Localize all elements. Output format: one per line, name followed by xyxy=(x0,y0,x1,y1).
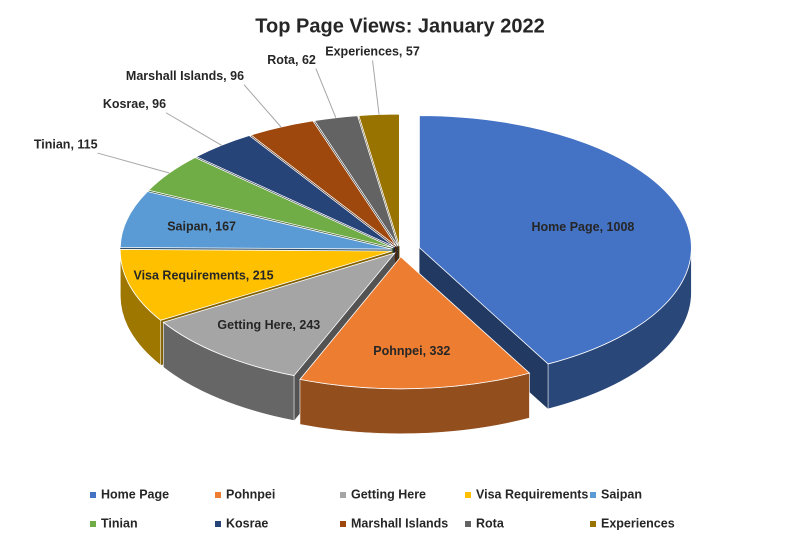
legend-swatch xyxy=(465,521,471,527)
pie-slice xyxy=(162,252,396,377)
legend-swatch xyxy=(340,492,346,498)
data-label: Visa Requirements, 215 xyxy=(133,269,273,283)
legend-swatch xyxy=(215,521,221,527)
leader-line xyxy=(315,68,337,118)
legend-swatch xyxy=(465,492,471,498)
legend-swatch xyxy=(90,521,96,527)
data-label: Kosrae, 96 xyxy=(103,97,166,111)
legend-label: Marshall Islands xyxy=(351,516,448,530)
leader-line xyxy=(243,84,282,128)
leader-line xyxy=(165,112,222,146)
slice-group xyxy=(299,256,531,435)
data-label: Getting Here, 243 xyxy=(217,318,320,332)
legend-swatch xyxy=(90,492,96,498)
pie-slice xyxy=(119,248,393,321)
data-label: Pohnpei, 332 xyxy=(373,344,450,358)
pie-slice xyxy=(250,120,397,247)
data-label: Saipan, 167 xyxy=(167,220,236,234)
legend-swatch xyxy=(215,492,221,498)
legend-label: Visa Requirements xyxy=(476,487,588,501)
data-label: Experiences, 57 xyxy=(325,45,420,59)
pie-slice xyxy=(119,191,393,250)
legend-label: Pohnpei xyxy=(226,487,275,501)
pie-slice xyxy=(358,113,400,247)
legend-label: Home Page xyxy=(101,487,169,501)
legend-label: Getting Here xyxy=(351,487,426,501)
pie-slice xyxy=(147,157,394,249)
legend-label: Saipan xyxy=(601,487,642,501)
chart-title: Top Page Views: January 2022 xyxy=(255,15,544,37)
legend-label: Kosrae xyxy=(226,516,268,530)
pie-slice xyxy=(195,135,396,248)
legend-label: Tinian xyxy=(101,516,138,530)
legend-swatch xyxy=(590,521,596,527)
pie-slice xyxy=(313,115,399,247)
data-label: Rota, 62 xyxy=(267,53,316,67)
leader-line xyxy=(97,152,170,174)
legend-swatch xyxy=(340,521,346,527)
data-label: Home Page, 1008 xyxy=(532,220,635,234)
leader-line xyxy=(372,60,380,115)
data-label: Tinian, 115 xyxy=(34,137,98,151)
legend-label: Experiences xyxy=(601,516,675,530)
pie-slice xyxy=(418,115,692,365)
data-label: Marshall Islands, 96 xyxy=(126,69,244,83)
pie-slice xyxy=(299,256,531,390)
legend-label: Rota xyxy=(476,516,505,530)
legend-swatch xyxy=(590,492,596,498)
